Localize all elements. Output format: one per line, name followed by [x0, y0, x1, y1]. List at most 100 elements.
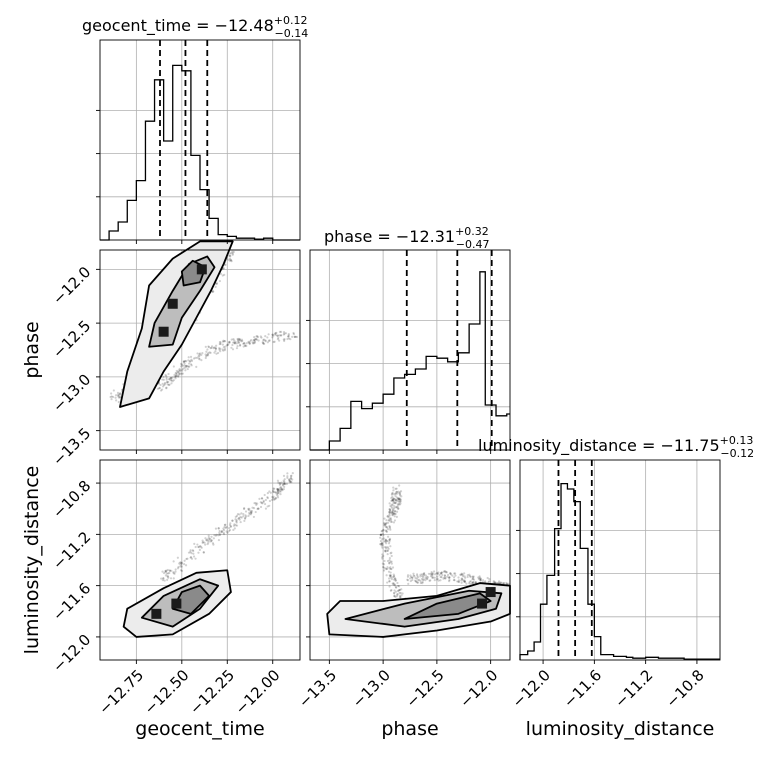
sample-point — [176, 370, 180, 374]
sample-point — [471, 576, 475, 579]
sample-point — [391, 498, 394, 502]
sample-point — [158, 386, 161, 390]
sample-point — [379, 543, 382, 546]
sample-point — [262, 499, 265, 502]
sample-point — [385, 547, 388, 550]
sample-point — [224, 345, 227, 348]
sample-point — [244, 344, 247, 347]
sample-point — [395, 490, 398, 494]
sample-point — [197, 551, 200, 554]
sample-point — [201, 541, 204, 544]
sample-point — [186, 365, 189, 368]
sample-point — [381, 537, 384, 541]
panel-distance-vs-phase — [309, 459, 511, 661]
density-peak — [171, 598, 182, 609]
sample-point — [275, 493, 278, 496]
sample-point — [382, 554, 385, 558]
density-peak — [485, 587, 496, 598]
sample-point — [262, 338, 266, 341]
sample-point — [469, 583, 472, 586]
sample-point — [457, 580, 460, 583]
sample-point — [393, 594, 396, 598]
sample-point — [417, 579, 420, 582]
sample-point — [397, 498, 400, 501]
sample-point — [231, 348, 235, 351]
sample-point — [180, 562, 183, 565]
sample-point — [382, 563, 386, 566]
density-peak — [196, 264, 207, 275]
sample-point — [272, 490, 275, 493]
sample-point — [443, 574, 447, 578]
sample-point — [168, 383, 171, 386]
sample-point — [382, 569, 386, 572]
sample-point — [384, 550, 387, 553]
sample-point — [196, 356, 199, 359]
sample-point — [260, 501, 263, 504]
sample-point — [171, 376, 174, 379]
sample-point — [166, 578, 169, 581]
sample-point — [243, 519, 246, 522]
sample-point — [393, 493, 396, 496]
sample-point — [387, 570, 391, 573]
sample-point — [472, 575, 475, 578]
sample-point — [385, 546, 388, 549]
sample-point — [471, 582, 474, 585]
sample-point — [163, 579, 166, 582]
sample-point — [416, 581, 420, 584]
sample-point — [276, 479, 280, 482]
sample-point — [283, 482, 286, 486]
sample-point — [414, 580, 418, 583]
sample-point — [431, 572, 435, 575]
sample-point — [164, 570, 168, 573]
sample-point — [267, 333, 270, 336]
sample-point — [391, 514, 394, 517]
sample-point — [179, 561, 182, 564]
sample-point — [114, 396, 117, 399]
sample-point — [184, 564, 188, 567]
sample-point — [180, 569, 184, 573]
sample-point — [279, 490, 282, 493]
sample-point — [443, 570, 446, 573]
sample-point — [119, 392, 122, 395]
sample-point — [383, 546, 387, 549]
sample-point — [288, 479, 291, 483]
sample-point — [389, 560, 392, 563]
sample-point — [240, 512, 243, 515]
sample-point — [293, 335, 296, 338]
xlabel-luminosity-distance: luminosity_distance — [526, 718, 715, 740]
sample-point — [286, 476, 289, 480]
sample-point — [425, 575, 428, 578]
sample-point — [117, 395, 120, 398]
sample-point — [161, 385, 165, 388]
sample-point — [243, 516, 247, 520]
sample-point — [228, 340, 231, 343]
sample-point — [386, 540, 389, 543]
sample-point — [233, 342, 236, 345]
sample-point — [392, 583, 395, 586]
sample-point — [394, 498, 397, 501]
sample-point — [282, 331, 286, 334]
sample-point — [219, 272, 223, 276]
sample-point — [272, 334, 275, 337]
sample-point — [256, 507, 259, 511]
sample-point — [394, 512, 397, 516]
sample-point — [233, 341, 236, 344]
sample-point — [174, 374, 177, 378]
sample-point — [461, 575, 465, 578]
sample-point — [424, 574, 427, 577]
sample-point — [192, 555, 196, 558]
sample-point — [229, 525, 233, 528]
sample-point — [406, 579, 410, 582]
sample-point — [237, 341, 240, 344]
sample-point — [165, 375, 168, 378]
sample-point — [390, 499, 393, 502]
sample-point — [274, 491, 277, 494]
sample-point — [474, 581, 478, 584]
sample-point — [391, 492, 394, 495]
sample-point — [210, 345, 214, 348]
sample-point — [398, 484, 401, 487]
sample-point — [432, 570, 436, 573]
sample-point — [219, 341, 222, 344]
sample-point — [206, 538, 209, 541]
sample-point — [389, 504, 392, 508]
